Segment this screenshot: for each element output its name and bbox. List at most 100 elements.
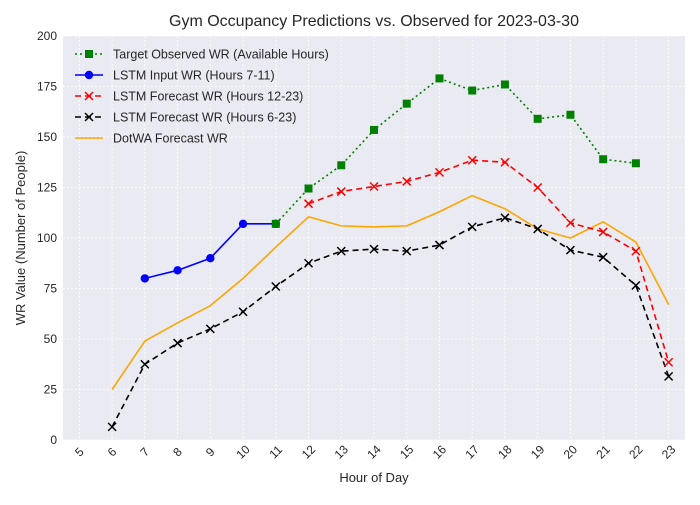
x-tick-label: 7 (138, 444, 153, 459)
data-point (468, 86, 477, 95)
chart-title: Gym Occupancy Predictions vs. Observed f… (169, 13, 579, 30)
legend-item: LSTM Input WR (Hours 7-11) (75, 69, 275, 83)
data-point (271, 219, 280, 228)
y-tick-label: 175 (37, 80, 57, 94)
data-point (467, 222, 477, 232)
y-tick-label: 100 (37, 231, 57, 245)
series-lstm-forecast-wr-hours-12-23 (303, 155, 674, 367)
data-point (598, 252, 608, 262)
data-point (599, 155, 608, 164)
data-point (467, 155, 477, 165)
data-point (370, 125, 378, 134)
legend-label: LSTM Forecast WR (Hours 12-23) (113, 90, 303, 104)
series-lstm-forecast-wr-hours-6-23 (107, 213, 674, 432)
data-point (336, 246, 346, 256)
data-point (664, 357, 674, 367)
data-point (107, 422, 117, 432)
data-point (402, 246, 412, 256)
y-axis-title: WR Value (Number of People) (13, 151, 28, 326)
data-point (565, 245, 575, 255)
series-lstm-input-wr-hours-7-11 (140, 219, 280, 283)
data-point (303, 258, 314, 268)
legend-item: DotWA Forecast WR (75, 132, 228, 146)
legend-marker (84, 91, 94, 101)
x-tick-label: 9 (203, 444, 218, 459)
data-point (500, 213, 510, 223)
x-tick-label: 10 (233, 442, 253, 462)
data-point (533, 114, 542, 123)
x-tick-label: 5 (72, 444, 87, 459)
y-tick-label: 75 (44, 282, 58, 296)
data-point (434, 240, 445, 250)
x-tick-label: 16 (430, 442, 450, 462)
data-point (238, 307, 248, 317)
data-point (402, 176, 412, 186)
x-tick-label: 15 (397, 442, 417, 462)
series-dotwa-forecast-wr (111, 194, 670, 390)
data-point (435, 74, 444, 83)
data-point (598, 227, 608, 237)
x-tick-label: 22 (626, 442, 646, 462)
y-tick-label: 50 (44, 332, 58, 346)
data-point (533, 224, 543, 234)
data-point (336, 187, 346, 197)
data-point (206, 254, 215, 263)
data-point (337, 161, 346, 170)
x-tick-label: 21 (593, 442, 613, 462)
data-point (271, 281, 281, 292)
data-point (500, 157, 510, 167)
data-point (434, 167, 445, 177)
data-point (140, 359, 150, 369)
legend-label: DotWA Forecast WR (113, 132, 228, 146)
x-tick-label: 8 (170, 444, 185, 459)
data-point (533, 182, 543, 193)
data-point (631, 280, 641, 291)
data-point (173, 338, 183, 348)
y-tick-label: 25 (44, 383, 58, 397)
series-line (275, 77, 636, 225)
x-tick-label: 20 (561, 442, 581, 462)
data-point (369, 181, 379, 192)
x-tick-label: 19 (528, 442, 548, 462)
x-tick-label: 12 (299, 442, 319, 462)
data-point (664, 371, 674, 381)
y-tick-label: 0 (50, 433, 57, 447)
data-point (304, 184, 313, 193)
x-tick-label: 17 (463, 442, 483, 462)
series-target-observed-wr-available-hours (271, 74, 640, 228)
series-line (308, 159, 670, 363)
data-point (140, 274, 150, 283)
data-point (238, 219, 248, 229)
legend-marker (84, 112, 94, 122)
data-point (631, 159, 640, 168)
legend-marker (84, 70, 94, 80)
legend-marker (85, 50, 93, 58)
data-point (173, 266, 182, 275)
x-tick-label: 14 (364, 442, 384, 462)
y-tick-label: 125 (37, 181, 57, 195)
data-point (500, 80, 509, 89)
data-point (303, 199, 314, 209)
legend-item: LSTM Forecast WR (Hours 6-23) (75, 111, 296, 125)
y-tick-label: 150 (37, 130, 57, 144)
data-point (369, 244, 379, 254)
data-point (205, 324, 215, 334)
x-tick-label: 6 (105, 444, 120, 459)
legend-item: LSTM Forecast WR (Hours 12-23) (75, 90, 303, 104)
data-point (565, 218, 575, 228)
legend-label: Target Observed WR (Available Hours) (113, 48, 329, 62)
x-tick-label: 13 (332, 442, 352, 462)
data-point (631, 246, 641, 256)
series-line (111, 194, 670, 390)
x-tick-label: 23 (659, 442, 679, 462)
y-tick-label: 200 (37, 29, 57, 43)
x-axis-title: Hour of Day (339, 470, 409, 485)
legend-label: LSTM Forecast WR (Hours 6-23) (113, 111, 296, 125)
legend-item: Target Observed WR (Available Hours) (75, 48, 329, 62)
x-tick-label: 11 (266, 442, 285, 461)
data-point (566, 110, 575, 119)
data-point (402, 99, 411, 108)
x-tick-label: 18 (495, 442, 515, 462)
